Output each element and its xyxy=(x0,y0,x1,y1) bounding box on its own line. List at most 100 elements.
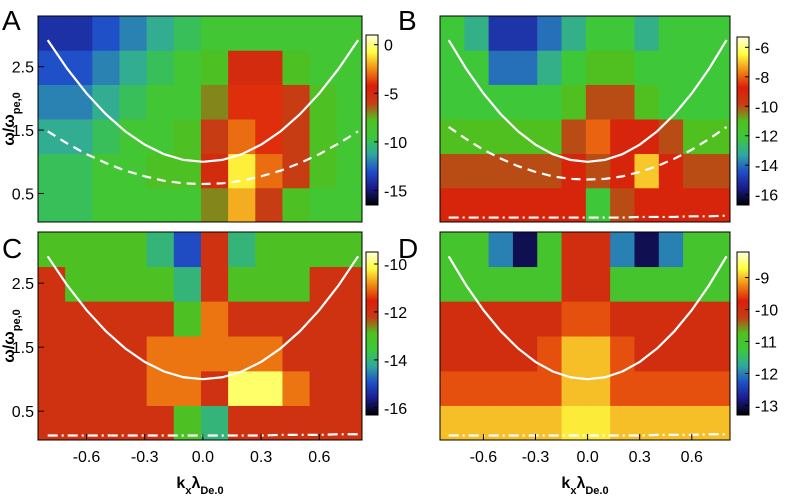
heatmap-cell xyxy=(464,119,490,155)
heatmap-cell xyxy=(200,84,229,120)
y-tick-label: 1.5 xyxy=(12,123,34,140)
x-tick-label: -0.6 xyxy=(73,449,101,466)
panel: B -6 -8 -10 -12 -14 -16 xyxy=(398,5,778,223)
heatmap-cell xyxy=(336,336,362,372)
panel: C 0.5 1.5 2.5 -0.6 -0.3 0.0 0.3 0.6 ω/ωpe,0 kxλDe,… xyxy=(1,231,407,497)
heatmap-cell xyxy=(464,405,490,440)
label-part: pe,0 xyxy=(11,309,23,331)
heatmap-cell xyxy=(173,266,202,302)
heatmap-cell xyxy=(707,50,730,85)
label-part: k xyxy=(176,475,185,492)
heatmap-cell xyxy=(92,153,120,189)
y-axis-label: ω/ωpe,0 xyxy=(1,92,23,146)
heatmap-cell xyxy=(634,50,660,85)
heatmap-cell xyxy=(65,153,93,189)
colorbar-tick-label: -11 xyxy=(755,334,777,351)
heatmap-cell xyxy=(585,119,611,155)
heatmap-cell xyxy=(65,84,93,120)
heatmap-cell xyxy=(146,370,175,406)
heatmap-cell xyxy=(464,50,490,85)
heatmap-cell xyxy=(146,301,175,337)
heatmap-cell xyxy=(336,153,362,189)
colorbar-tick-label: -12 xyxy=(384,305,407,322)
curve xyxy=(448,433,727,437)
heatmap-cell xyxy=(255,266,283,302)
heatmap-cell xyxy=(119,301,148,337)
heatmap-cell xyxy=(65,336,93,372)
heatmap-cell xyxy=(610,119,635,155)
heatmap-cell xyxy=(537,84,563,120)
heatmap-cell xyxy=(92,370,120,406)
heatmap-cell xyxy=(610,84,635,120)
heatmap-cell xyxy=(512,84,538,120)
heatmap-cell xyxy=(173,232,202,268)
heatmap-cell xyxy=(255,232,283,268)
heatmap-cell xyxy=(255,370,283,406)
heatmap-cell xyxy=(228,16,256,51)
colorbar-tick-label: -9 xyxy=(755,271,769,288)
heatmap-cell xyxy=(38,301,66,337)
heatmap-cell xyxy=(464,187,490,222)
heatmap-cell xyxy=(464,153,490,189)
heatmap-cell xyxy=(336,50,362,85)
heatmap-cell xyxy=(200,336,229,372)
heatmap-cell xyxy=(228,50,256,85)
heatmap-cell xyxy=(65,232,93,268)
heatmap-cell xyxy=(146,187,175,222)
heatmap-cell xyxy=(255,119,283,155)
heatmap-cell xyxy=(634,370,660,406)
heatmap-cell xyxy=(255,16,283,51)
heatmap-cell xyxy=(634,336,660,372)
heatmap-cell xyxy=(561,16,587,51)
colorbar-tick-label: -5 xyxy=(384,86,398,103)
panel-label: A xyxy=(2,5,21,36)
heatmap-cell xyxy=(282,153,311,189)
heatmap-cell xyxy=(512,50,538,85)
heatmap-cell xyxy=(65,266,93,302)
heatmap-cell xyxy=(512,187,538,222)
heatmap-cell xyxy=(537,370,563,406)
heatmap-cell xyxy=(336,370,362,406)
heatmap-cell xyxy=(658,336,684,372)
label-part: pe,0 xyxy=(11,92,23,114)
heatmap-cell xyxy=(282,50,311,85)
heatmap-cell xyxy=(92,119,120,155)
heatmap-cell xyxy=(683,153,708,189)
heatmap-cell xyxy=(92,187,120,222)
colorbar-tick-label: -14 xyxy=(755,158,778,175)
x-tick-label: 0.3 xyxy=(629,449,651,466)
heatmap-cell xyxy=(309,84,338,120)
heatmap-cell xyxy=(92,232,120,268)
heatmap-cell xyxy=(38,50,66,85)
heatmap-cell xyxy=(92,50,120,85)
heatmap-cell xyxy=(464,266,490,302)
heatmap-cell xyxy=(282,84,311,120)
heatmap-cell xyxy=(440,50,465,85)
heatmap-cell xyxy=(173,336,202,372)
heatmap-cell xyxy=(561,119,587,155)
heatmap-cell xyxy=(92,266,120,302)
x-tick-label: 0.0 xyxy=(192,449,214,466)
heatmap-cell xyxy=(561,336,587,372)
heatmap-cell xyxy=(282,119,311,155)
heatmap-cell xyxy=(173,84,202,120)
heatmap-cell xyxy=(200,50,229,85)
x-tick-label: 0.6 xyxy=(308,449,330,466)
heatmap-cell xyxy=(228,370,256,406)
heatmap-cell xyxy=(38,119,66,155)
heatmap-cell xyxy=(658,266,684,302)
heatmap-cell xyxy=(585,187,611,222)
heatmap-cell xyxy=(146,153,175,189)
heatmap-cell xyxy=(683,301,708,337)
y-axis-label: ω/ωpe,0 xyxy=(1,309,23,363)
heatmap-cell xyxy=(146,84,175,120)
heatmap-cell xyxy=(488,405,514,440)
heatmap-cell xyxy=(634,84,660,120)
label-part: De,0 xyxy=(200,485,223,494)
heatmap-cell xyxy=(38,266,66,302)
colorbar xyxy=(365,34,379,206)
heatmap-cell xyxy=(610,266,635,302)
label-part: ω/ω xyxy=(1,114,18,145)
heatmap-cell xyxy=(658,119,684,155)
